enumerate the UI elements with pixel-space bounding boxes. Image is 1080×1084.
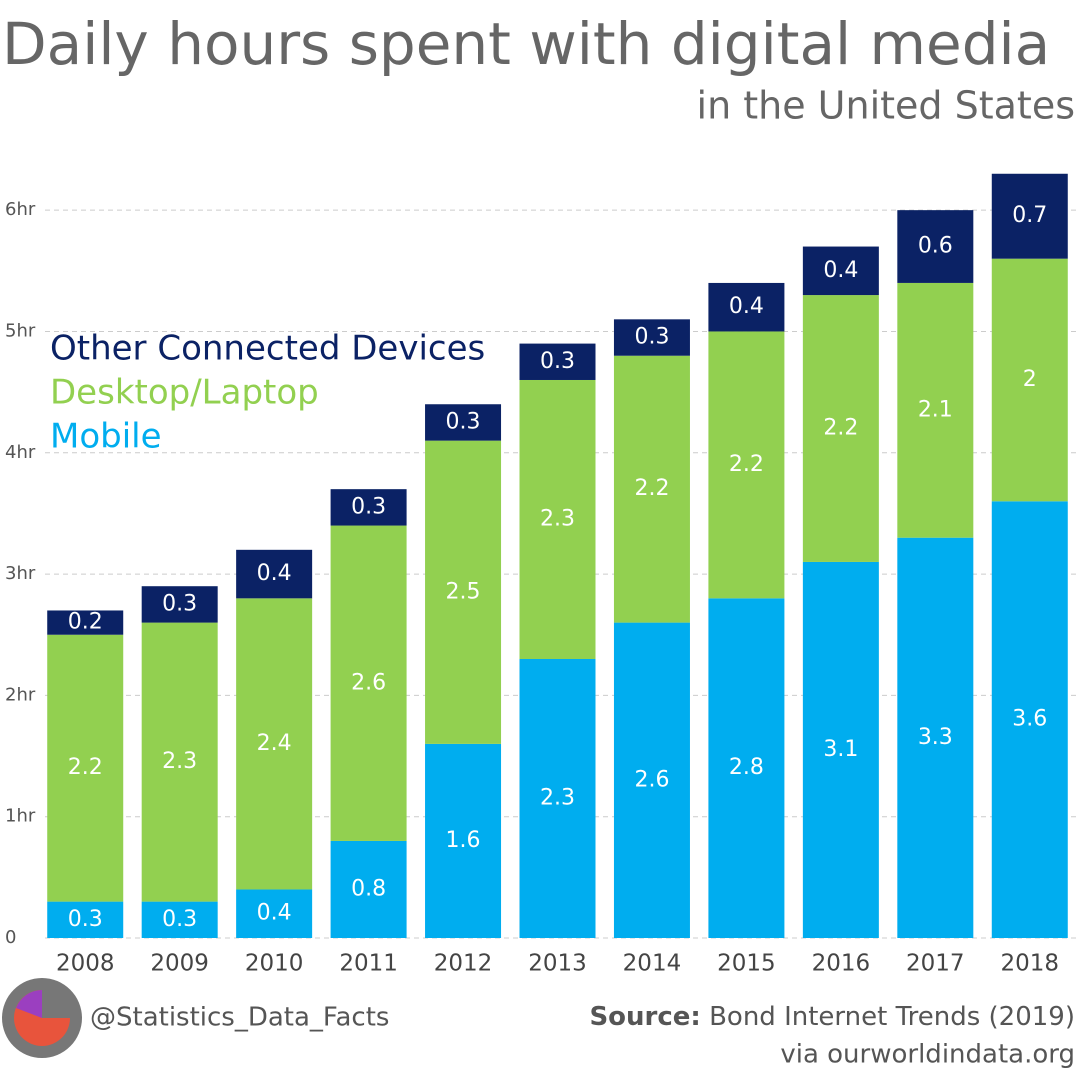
data-label: 2.2 <box>729 452 764 477</box>
data-label: 2.2 <box>68 755 103 780</box>
data-label: 0.3 <box>162 591 197 616</box>
bar-segment <box>519 379 596 659</box>
y-tick-label: 0 <box>5 927 16 948</box>
data-label: 2 <box>1023 367 1037 392</box>
source: Source: Bond Internet Trends (2019) <box>589 1002 1075 1032</box>
data-label: 0.3 <box>162 907 197 932</box>
data-label: 0.3 <box>446 409 481 434</box>
bar-segment <box>425 743 502 938</box>
data-label: 0.4 <box>257 901 292 926</box>
bar-segment <box>708 598 785 938</box>
data-label: 0.3 <box>68 907 103 932</box>
source-label: Source: <box>589 1002 700 1032</box>
data-label: 2.3 <box>540 785 575 810</box>
data-label: 0.4 <box>729 294 764 319</box>
bar-segment <box>802 561 879 938</box>
data-label: 3.6 <box>1012 707 1047 732</box>
y-tick-label: 2hr <box>5 684 36 705</box>
x-tick-label: 2014 <box>623 951 682 977</box>
bar-segment <box>991 173 1068 259</box>
data-label: 3.1 <box>823 737 858 762</box>
data-label: 2.1 <box>918 397 953 422</box>
bar-segment <box>236 598 313 890</box>
bar-segment <box>519 343 596 380</box>
data-label: 0.3 <box>634 325 669 350</box>
data-label: 2.3 <box>540 506 575 531</box>
data-label: 0.8 <box>351 876 386 901</box>
data-label: 2.2 <box>634 476 669 501</box>
bar-segment <box>991 258 1068 502</box>
bar-segment <box>236 889 313 938</box>
bar-segment <box>897 282 974 538</box>
logo <box>2 978 82 1058</box>
bar-segment <box>47 610 124 635</box>
logo-slice <box>16 990 42 1018</box>
chart-subtitle: in the United States <box>697 84 1075 128</box>
bar-segment <box>708 282 785 332</box>
bar-segment <box>991 501 1068 938</box>
data-label: 0.4 <box>257 561 292 586</box>
y-tick-label: 4hr <box>5 442 36 463</box>
x-tick-label: 2010 <box>245 951 304 977</box>
x-tick-label: 2018 <box>1000 951 1059 977</box>
bar-segment <box>519 658 596 938</box>
bar-segment <box>141 622 218 902</box>
x-tick-label: 2008 <box>56 951 115 977</box>
credit: @Statistics_Data_Facts <box>90 1003 389 1033</box>
data-label: 2.5 <box>446 579 481 604</box>
source-text: Bond Internet Trends (2019) <box>709 1002 1075 1032</box>
bar-segment <box>802 246 879 296</box>
bar-segment <box>897 210 974 283</box>
bar-segment <box>141 586 218 623</box>
legend-entry: Mobile <box>50 417 162 457</box>
data-label: 0.3 <box>351 494 386 519</box>
data-label: 2.6 <box>351 670 386 695</box>
x-tick-label: 2015 <box>717 951 776 977</box>
data-label: 2.6 <box>634 767 669 792</box>
data-label: 0.6 <box>918 234 953 259</box>
bar-segment <box>330 525 407 841</box>
bar-segment <box>425 440 502 744</box>
chart-title: Daily hours spent with digital media <box>2 10 1050 78</box>
bar-segment <box>47 901 124 938</box>
data-label: 2.4 <box>257 731 292 756</box>
via: via ourworldindata.org <box>780 1040 1075 1070</box>
bar-segment <box>613 622 690 938</box>
y-tick-label: 6hr <box>5 199 36 220</box>
y-tick-label: 1hr <box>5 806 36 827</box>
data-label: 0.3 <box>540 349 575 374</box>
bar-segment <box>802 295 879 562</box>
bar-segment <box>330 840 407 938</box>
bar-segment <box>897 537 974 938</box>
bar-segment <box>708 331 785 599</box>
bar-segment <box>236 549 313 599</box>
bar-segment <box>141 901 218 938</box>
data-label: 1.6 <box>446 828 481 853</box>
legend-entry: Desktop/Laptop <box>50 373 319 413</box>
x-tick-label: 2012 <box>434 951 493 977</box>
data-label: 2.8 <box>729 755 764 780</box>
x-tick-label: 2009 <box>150 951 209 977</box>
data-label: 0.7 <box>1012 203 1047 228</box>
x-tick-label: 2013 <box>528 951 587 977</box>
bar-segment <box>613 319 690 356</box>
x-tick-label: 2017 <box>906 951 965 977</box>
x-tick-label: 2016 <box>812 951 871 977</box>
data-label: 0.2 <box>68 610 103 635</box>
x-tick-label: 2011 <box>339 951 398 977</box>
data-label: 3.3 <box>918 725 953 750</box>
data-label: 0.4 <box>823 258 858 283</box>
bar-segment <box>330 489 407 526</box>
bar-segment <box>613 355 690 623</box>
bar-segment <box>425 404 502 441</box>
bar-segment <box>47 634 124 902</box>
legend-entry: Other Connected Devices <box>50 329 485 369</box>
data-label: 2.2 <box>823 416 858 441</box>
y-tick-label: 5hr <box>5 320 36 341</box>
data-label: 2.3 <box>162 749 197 774</box>
y-tick-label: 3hr <box>5 563 36 584</box>
